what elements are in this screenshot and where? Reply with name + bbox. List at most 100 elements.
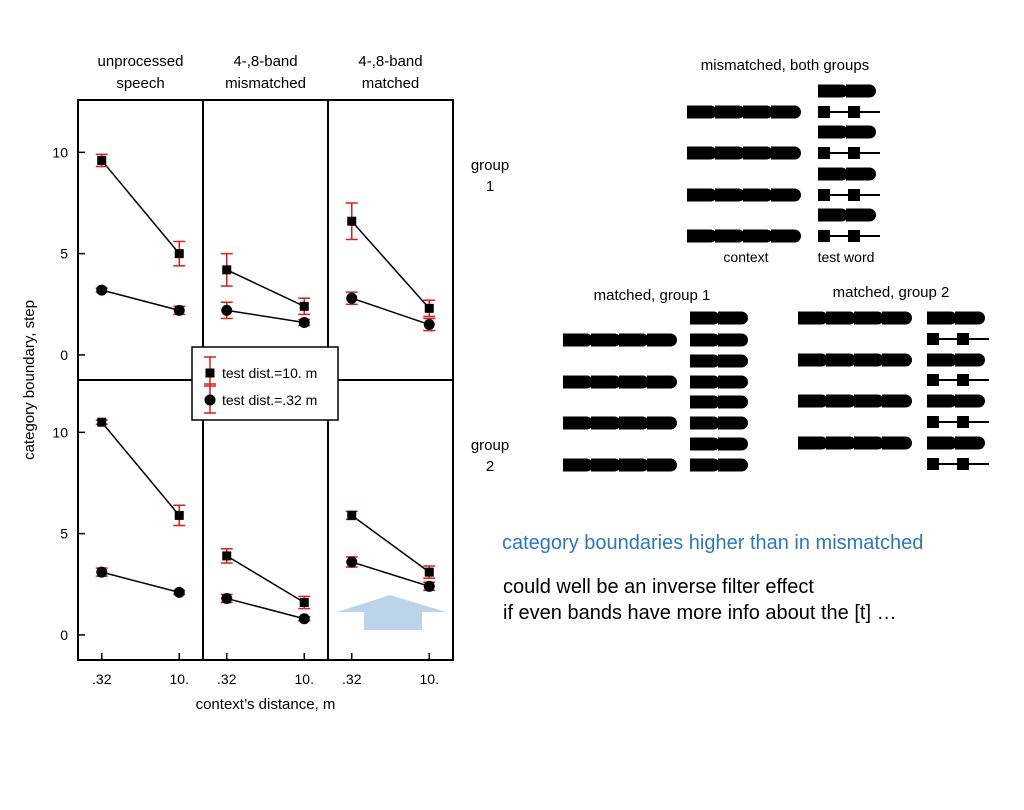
note-inverse-filter: could well be an inverse filter effect [503, 576, 814, 598]
x-tick-label: .32 [217, 671, 237, 687]
column-title: matched [362, 75, 420, 92]
context-signal [854, 436, 884, 450]
circle-marker [298, 613, 310, 625]
context-signal [619, 333, 650, 347]
circle-marker [423, 319, 435, 331]
x-tick-label: .32 [342, 671, 362, 687]
y-tick-label: 10 [52, 144, 68, 160]
context-signal [771, 105, 801, 119]
panel-0-2 [345, 202, 436, 332]
test-word [690, 375, 720, 389]
test-word-odd [848, 230, 860, 242]
test-word [690, 311, 720, 325]
series-line [351, 514, 430, 573]
x-tick-label: .32 [92, 671, 112, 687]
test-word-even [955, 311, 986, 325]
test-word [718, 354, 748, 368]
context-signal [854, 311, 884, 325]
test-word-odd [848, 189, 860, 201]
row-title: group [471, 437, 509, 454]
context-signal [647, 375, 677, 389]
square-marker [174, 249, 184, 259]
column-title: mismatched [225, 75, 306, 92]
context-signal [826, 311, 856, 325]
x-tick-label: 10. [295, 671, 314, 687]
series-line [226, 269, 305, 307]
context-signal [563, 333, 593, 347]
test-word-even [955, 436, 986, 450]
context-signal [563, 458, 593, 472]
series-line [351, 297, 430, 326]
context-signal [591, 375, 622, 389]
diagram-matched-group1-title: matched, group 1 [594, 287, 711, 304]
test-word-odd [927, 416, 939, 428]
circle-marker [423, 580, 435, 592]
series-line [101, 571, 180, 594]
circle-marker [173, 586, 185, 598]
test-word-odd [957, 333, 969, 345]
test-word-even [955, 394, 986, 408]
context-signal [647, 458, 677, 472]
context-signal [771, 146, 801, 160]
test-word-odd [957, 416, 969, 428]
context-signal [647, 333, 677, 347]
circle-marker [298, 317, 310, 329]
test-word-even [818, 167, 849, 181]
context-signal [743, 188, 773, 202]
series-line [351, 561, 430, 588]
row-title: 1 [486, 178, 494, 195]
test-word-odd [818, 106, 830, 118]
context-signal [563, 375, 593, 389]
square-marker [222, 265, 232, 275]
context-signal [798, 353, 829, 367]
y-tick-label: 0 [60, 627, 68, 643]
series-line [351, 220, 430, 309]
test-word [718, 375, 748, 389]
x-tick-label: 10. [170, 671, 189, 687]
column-title: unprocessed [98, 53, 184, 70]
series-line [226, 309, 305, 324]
test-word-even [927, 353, 957, 367]
legend-label: test dist.=10. m [222, 365, 317, 381]
square-marker [347, 510, 357, 520]
context-signal [826, 353, 856, 367]
context-signal [715, 105, 745, 119]
series-line [226, 555, 305, 604]
context-signal [619, 375, 650, 389]
circle-marker [346, 292, 358, 304]
column-title: speech [116, 75, 164, 92]
series-line [226, 597, 305, 620]
column-title: 4-,8-band [233, 53, 297, 70]
circle-marker [96, 566, 108, 578]
test-word-odd [927, 458, 939, 470]
square-marker [97, 417, 107, 427]
legend-circle-marker [204, 394, 216, 406]
circle-marker [96, 284, 108, 296]
y-tick-label: 10 [52, 424, 68, 440]
y-tick-label: 0 [60, 347, 68, 363]
x-axis-label: context’s distance, m [196, 696, 336, 713]
series-line [101, 159, 180, 255]
legend-box [191, 346, 339, 421]
context-signal [743, 146, 773, 160]
test-word-odd [957, 374, 969, 386]
context-signal [854, 353, 884, 367]
diagram-context-label: context [723, 249, 768, 265]
test-word [718, 437, 748, 451]
square-marker [347, 216, 357, 226]
test-word-even [818, 208, 849, 222]
diagram-mismatched-title: mismatched, both groups [701, 57, 869, 74]
test-word-odd [848, 147, 860, 159]
context-signal [715, 229, 745, 243]
test-word-even [818, 125, 849, 139]
context-signal [882, 311, 912, 325]
legend-label: test dist.=.32 m [222, 392, 317, 408]
context-signal [743, 229, 773, 243]
square-marker [299, 301, 309, 311]
diagram-test-word-label: test word [818, 249, 875, 265]
test-word-odd [927, 374, 939, 386]
square-marker [97, 155, 107, 165]
y-tick-label: 5 [60, 526, 68, 542]
test-word-odd [818, 230, 830, 242]
